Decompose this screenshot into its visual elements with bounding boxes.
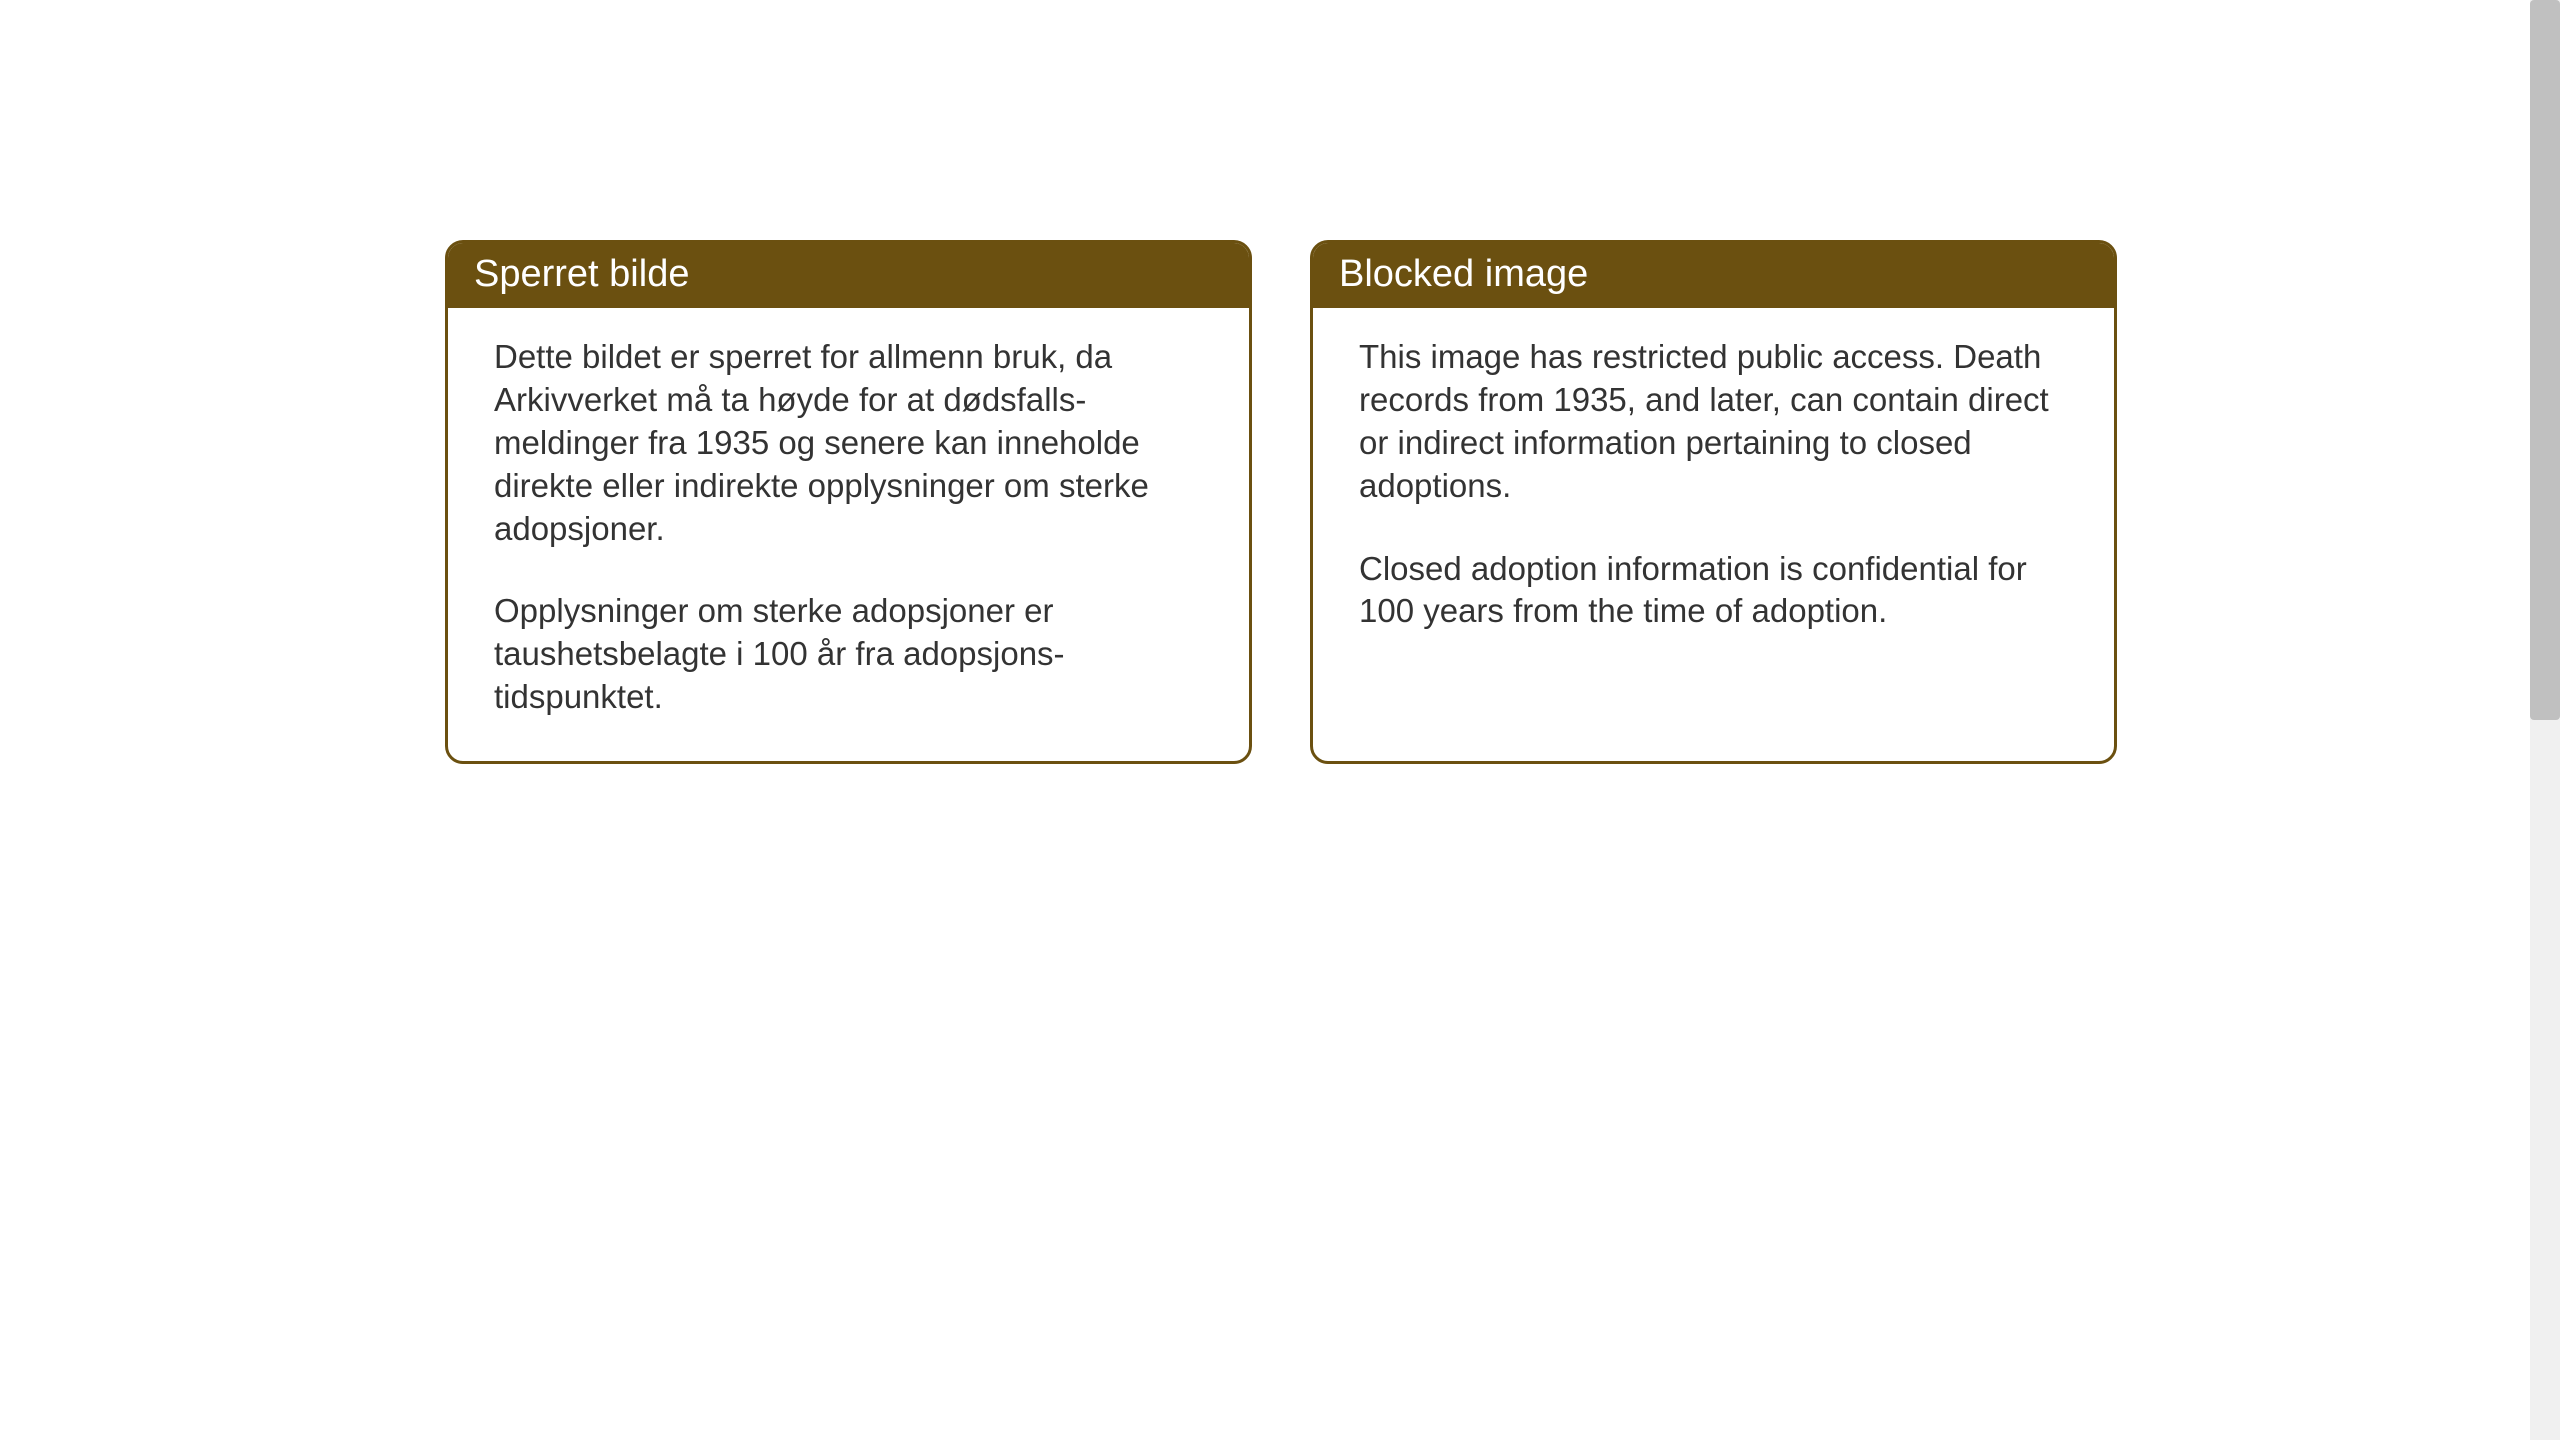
notice-body-english: This image has restricted public access.… [1313, 308, 2114, 744]
notice-card-norwegian: Sperret bilde Dette bildet er sperret fo… [445, 240, 1252, 764]
notice-paragraph-1-norwegian: Dette bildet er sperret for allmenn bruk… [494, 336, 1203, 550]
notice-paragraph-2-norwegian: Opplysninger om sterke adopsjoner er tau… [494, 590, 1203, 719]
notice-paragraph-2-english: Closed adoption information is confident… [1359, 548, 2068, 634]
notice-card-english: Blocked image This image has restricted … [1310, 240, 2117, 764]
notice-header-norwegian: Sperret bilde [448, 243, 1249, 308]
notice-header-english: Blocked image [1313, 243, 2114, 308]
scrollbar-thumb[interactable] [2530, 0, 2560, 720]
notice-container: Sperret bilde Dette bildet er sperret fo… [445, 240, 2117, 764]
notice-paragraph-1-english: This image has restricted public access.… [1359, 336, 2068, 508]
notice-body-norwegian: Dette bildet er sperret for allmenn bruk… [448, 308, 1249, 761]
scrollbar-track[interactable] [2530, 0, 2560, 1440]
